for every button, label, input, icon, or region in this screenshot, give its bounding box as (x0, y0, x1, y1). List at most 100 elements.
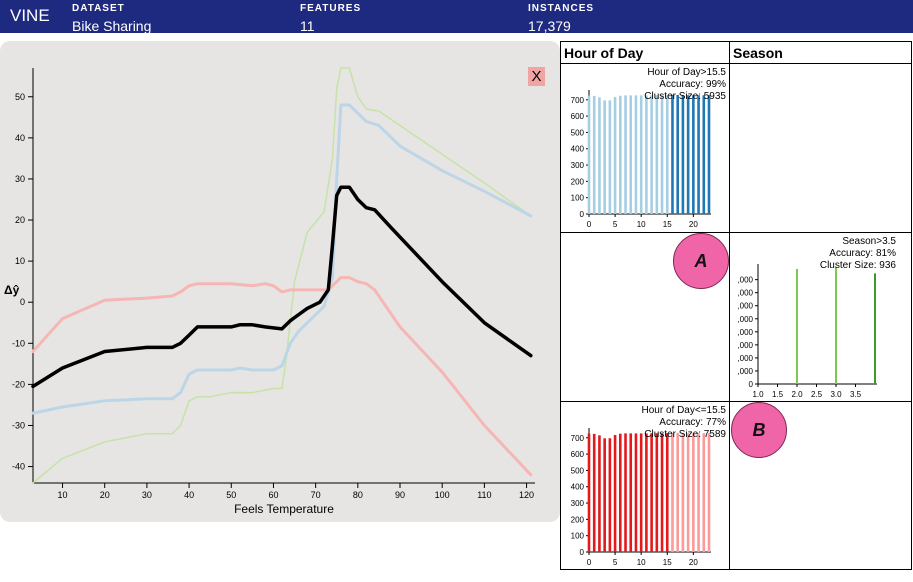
histogram-bar (655, 433, 659, 552)
y-tick-label: 0 (749, 380, 754, 389)
x-tick-label: 2.0 (791, 390, 803, 399)
histogram-bar (702, 433, 706, 552)
histogram-bar (598, 435, 601, 552)
histogram-bar (587, 433, 591, 552)
main-pdp-chart: -40 -30 -20 -10 0 10 20 30 40 50 10 20 30 40 50 60 70 80 9… (4, 67, 535, 516)
x-tick-label: 110 (477, 490, 491, 500)
y-tick-label: 300 (571, 499, 585, 508)
season-cluster-info: Season>3.5 Accuracy: 81% Cluster Size: 9… (761, 236, 896, 272)
histogram-bar (592, 433, 596, 552)
histogram-bar (692, 433, 695, 552)
histogram-bar (650, 433, 653, 552)
instances-value: 17,379 (528, 18, 571, 33)
histogram-bar (697, 433, 700, 552)
grid-divider (561, 232, 911, 233)
hour-cluster-b-chart: 0 100 200 300 400 500 600 700 0 5 10 15 20 (571, 428, 711, 567)
histogram-bar (665, 433, 669, 552)
x-tick-label: 2.5 (811, 390, 823, 399)
histogram-bar (650, 95, 653, 214)
histogram-bar (676, 94, 679, 214)
dataset-label: DATASET (72, 3, 125, 14)
histogram-bar (796, 268, 798, 384)
histogram-bar (624, 95, 627, 214)
x-tick-label: 20 (100, 490, 110, 500)
histogram-bar (835, 266, 837, 384)
y-tick-label: 700 (571, 434, 585, 443)
column-header-season: Season (733, 45, 783, 61)
x-tick-label: 10 (58, 490, 68, 500)
histogram-bar (598, 97, 601, 214)
close-button[interactable]: X (528, 67, 545, 86)
y-tick-label: 30 (15, 174, 25, 184)
x-tick-label: 5 (613, 558, 618, 567)
histogram-bar (629, 433, 633, 552)
y-tick-label: 500 (571, 128, 585, 137)
histogram-bar (608, 438, 612, 552)
y-tick-label: 0 (580, 210, 585, 219)
x-tick-label: 1.0 (752, 390, 764, 399)
column-header-hour: Hour of Day (564, 45, 644, 61)
histogram-bar (603, 100, 606, 214)
series-line-cluster-red (31, 276, 533, 477)
cluster-b-accuracy: Accuracy: 77% (659, 417, 726, 428)
cluster-b-info: Hour of Day<=15.5 Accuracy: 77% Cluster … (601, 405, 727, 441)
x-tick-label: 20 (689, 220, 698, 229)
x-tick-label: 1.5 (772, 390, 784, 399)
season-size: Cluster Size: 936 (819, 260, 896, 271)
dataset-value: Bike Sharing (72, 18, 152, 33)
histogram-bar (613, 435, 617, 552)
x-tick-label: 5 (613, 220, 618, 229)
x-tick-label: 80 (353, 490, 363, 500)
x-tick-label: 40 (184, 490, 194, 500)
y-tick-label: ,000 (737, 328, 753, 337)
cluster-b-badge[interactable]: B (731, 402, 787, 458)
x-axis-label: Feels Temperature (234, 502, 334, 516)
x-tick-label: 3.0 (830, 390, 842, 399)
x-tick-label: 15 (663, 220, 672, 229)
series-line-cluster-blue (31, 103, 533, 415)
histogram-bar (686, 95, 690, 214)
y-tick-label: 300 (571, 161, 585, 170)
histogram-bar (686, 433, 690, 552)
y-tick-label: 200 (571, 177, 585, 186)
y-tick-label: ,000 (737, 354, 753, 363)
app-title: VINE (10, 6, 50, 25)
histogram-bar (619, 95, 622, 214)
cluster-a-accuracy: Accuracy: 99% (659, 79, 726, 90)
features-label: FEATURES (300, 3, 362, 14)
series-line-cluster-green (32, 67, 532, 484)
main-plot-panel: -40 -30 -20 -10 0 10 20 30 40 50 10 20 30 40 50 60 70 80 9… (0, 41, 560, 522)
histogram-bar (645, 95, 648, 214)
cluster-grid: Hour of Day Season 0 100 200 300 400 500 600 70… (560, 41, 912, 570)
y-tick-label: 600 (571, 450, 585, 459)
cluster-b-rule: Hour of Day<=15.5 (641, 405, 727, 416)
x-tick-label: 10 (637, 220, 646, 229)
cluster-a-badge[interactable]: A (673, 233, 729, 289)
x-tick-label: 100 (435, 490, 450, 500)
season-rule: Season>3.5 (842, 236, 896, 247)
y-tick-label: ,000 (737, 289, 753, 298)
y-tick-label: 200 (571, 515, 585, 524)
x-tick-label: 0 (587, 220, 592, 229)
x-tick-label: 3.5 (850, 390, 862, 399)
histogram-bar (603, 438, 606, 552)
cluster-b-size: Cluster Size: 7589 (644, 429, 726, 440)
histogram-bar (634, 433, 638, 552)
y-tick-label: 10 (15, 256, 25, 266)
grid-divider (561, 63, 911, 64)
y-tick-label: ,000 (737, 367, 753, 376)
y-tick-label: 40 (15, 133, 25, 143)
x-tick-label: 50 (226, 490, 236, 500)
histogram-bar (613, 97, 617, 214)
y-tick-label: ,000 (737, 276, 753, 285)
features-value: 11 (300, 18, 315, 33)
hour-cluster-a-chart: 0 100 200 300 400 500 600 700 0 5 10 15 20 (571, 90, 711, 229)
y-tick-label: 20 (15, 215, 25, 225)
y-tick-label: 100 (571, 194, 585, 203)
x-tick-label: 120 (519, 490, 534, 500)
x-tick-label: 20 (689, 558, 698, 567)
x-tick-label: 0 (587, 558, 592, 567)
histogram-bar (681, 95, 685, 214)
histogram-bar (639, 95, 643, 214)
x-tick-label: 60 (268, 490, 278, 500)
